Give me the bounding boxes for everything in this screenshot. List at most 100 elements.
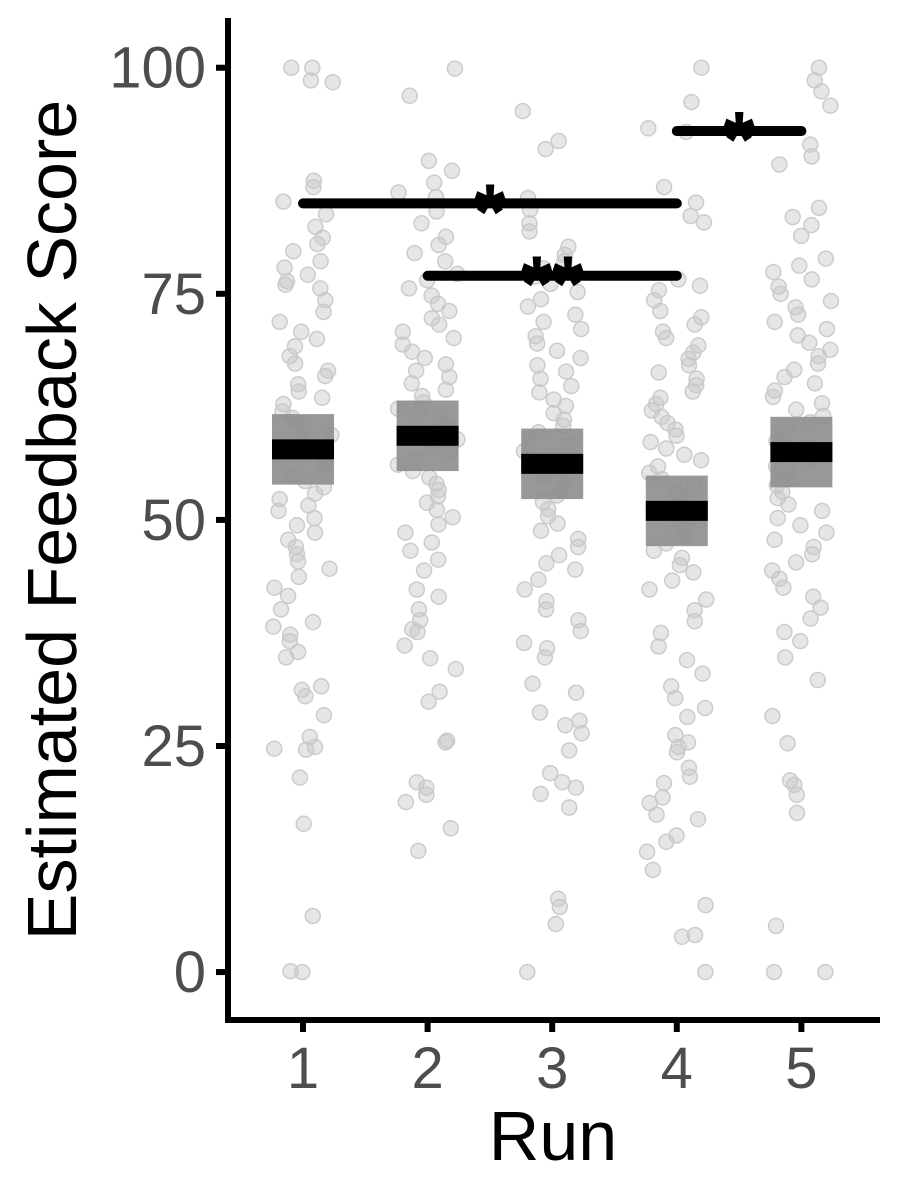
data-point — [394, 323, 412, 341]
data-point — [531, 704, 549, 721]
data-point — [306, 524, 324, 541]
data-point — [516, 581, 534, 598]
data-point — [813, 394, 831, 412]
data-point — [667, 421, 684, 438]
data-point — [290, 568, 308, 586]
data-point — [437, 734, 454, 751]
data-point — [650, 281, 668, 299]
data-point — [692, 451, 710, 469]
data-point — [557, 716, 574, 734]
data-point — [312, 678, 330, 695]
data-point — [550, 546, 568, 564]
data-point — [436, 253, 454, 270]
data-point — [693, 59, 710, 76]
data-point — [283, 59, 300, 76]
data-point — [764, 707, 781, 725]
data-point — [444, 508, 461, 526]
data-point — [304, 907, 322, 925]
data-point — [775, 579, 792, 596]
data-point — [430, 588, 447, 606]
data-point — [425, 174, 443, 191]
data-point — [402, 542, 419, 559]
data-point — [441, 368, 458, 386]
data-point — [277, 276, 294, 294]
data-point — [792, 227, 810, 245]
y-tick-label: 100 — [109, 36, 206, 101]
data-point — [519, 298, 537, 315]
data-point — [766, 313, 783, 331]
mean-bar-run-4 — [645, 500, 708, 521]
data-point — [521, 223, 538, 240]
data-point — [272, 601, 290, 618]
data-point — [679, 708, 696, 726]
data-point — [652, 302, 669, 320]
data-point — [694, 665, 711, 682]
data-point — [321, 560, 338, 577]
data-point — [666, 689, 684, 707]
data-point — [822, 292, 840, 310]
data-point — [766, 531, 783, 549]
data-point — [313, 389, 331, 407]
data-point — [519, 963, 536, 981]
data-point — [537, 601, 555, 618]
data-point — [771, 570, 788, 587]
data-point — [541, 764, 559, 782]
data-point — [282, 962, 299, 980]
data-point — [788, 804, 806, 822]
data-point — [688, 370, 705, 388]
data-point — [789, 306, 807, 323]
data-point — [809, 671, 827, 689]
data-point — [658, 440, 675, 457]
data-point — [431, 683, 448, 700]
significance-brackets: **** — [298, 95, 807, 329]
data-point — [295, 815, 312, 833]
data-point — [569, 283, 586, 301]
data-point — [682, 207, 699, 225]
data-point — [573, 725, 590, 742]
data-point — [324, 73, 342, 91]
x-axis-title: Run — [489, 1097, 617, 1175]
mean-bar-run-1 — [272, 439, 334, 460]
significance-label-2-4: ** — [521, 240, 584, 329]
data-point — [275, 193, 292, 210]
data-point — [441, 302, 458, 320]
data-point — [789, 327, 806, 344]
data-point — [638, 843, 656, 861]
data-point — [650, 364, 667, 381]
data-point — [696, 699, 714, 717]
data-point — [572, 622, 589, 640]
data-point — [430, 516, 447, 533]
data-point — [822, 97, 839, 114]
data-point — [680, 350, 697, 368]
data-point — [548, 342, 566, 360]
data-point — [418, 786, 435, 804]
data-point — [689, 810, 707, 828]
mean-bar-run-2 — [396, 425, 459, 446]
y-tick-label: 0 — [174, 940, 206, 1005]
y-tick-label: 50 — [141, 488, 206, 553]
data-point — [679, 734, 697, 751]
data-point — [308, 330, 326, 348]
data-point — [445, 329, 462, 347]
mean-bars — [272, 425, 833, 521]
data-point — [286, 355, 304, 372]
data-point — [792, 517, 809, 534]
data-point — [301, 728, 319, 746]
data-point — [772, 285, 789, 303]
x-tick-label: 4 — [661, 1036, 693, 1101]
data-point — [676, 446, 693, 464]
data-point — [305, 178, 322, 196]
data-point — [420, 693, 437, 710]
data-point — [572, 320, 590, 338]
data-point — [408, 773, 426, 791]
data-point — [447, 660, 465, 678]
data-point — [302, 72, 320, 89]
data-point — [514, 102, 531, 120]
x-tick-label: 5 — [785, 1036, 817, 1101]
data-point — [390, 184, 407, 201]
data-point — [668, 427, 685, 445]
data-point — [695, 214, 713, 231]
x-tick-label: 1 — [287, 1036, 319, 1101]
data-point — [685, 564, 702, 581]
data-point — [316, 367, 334, 385]
